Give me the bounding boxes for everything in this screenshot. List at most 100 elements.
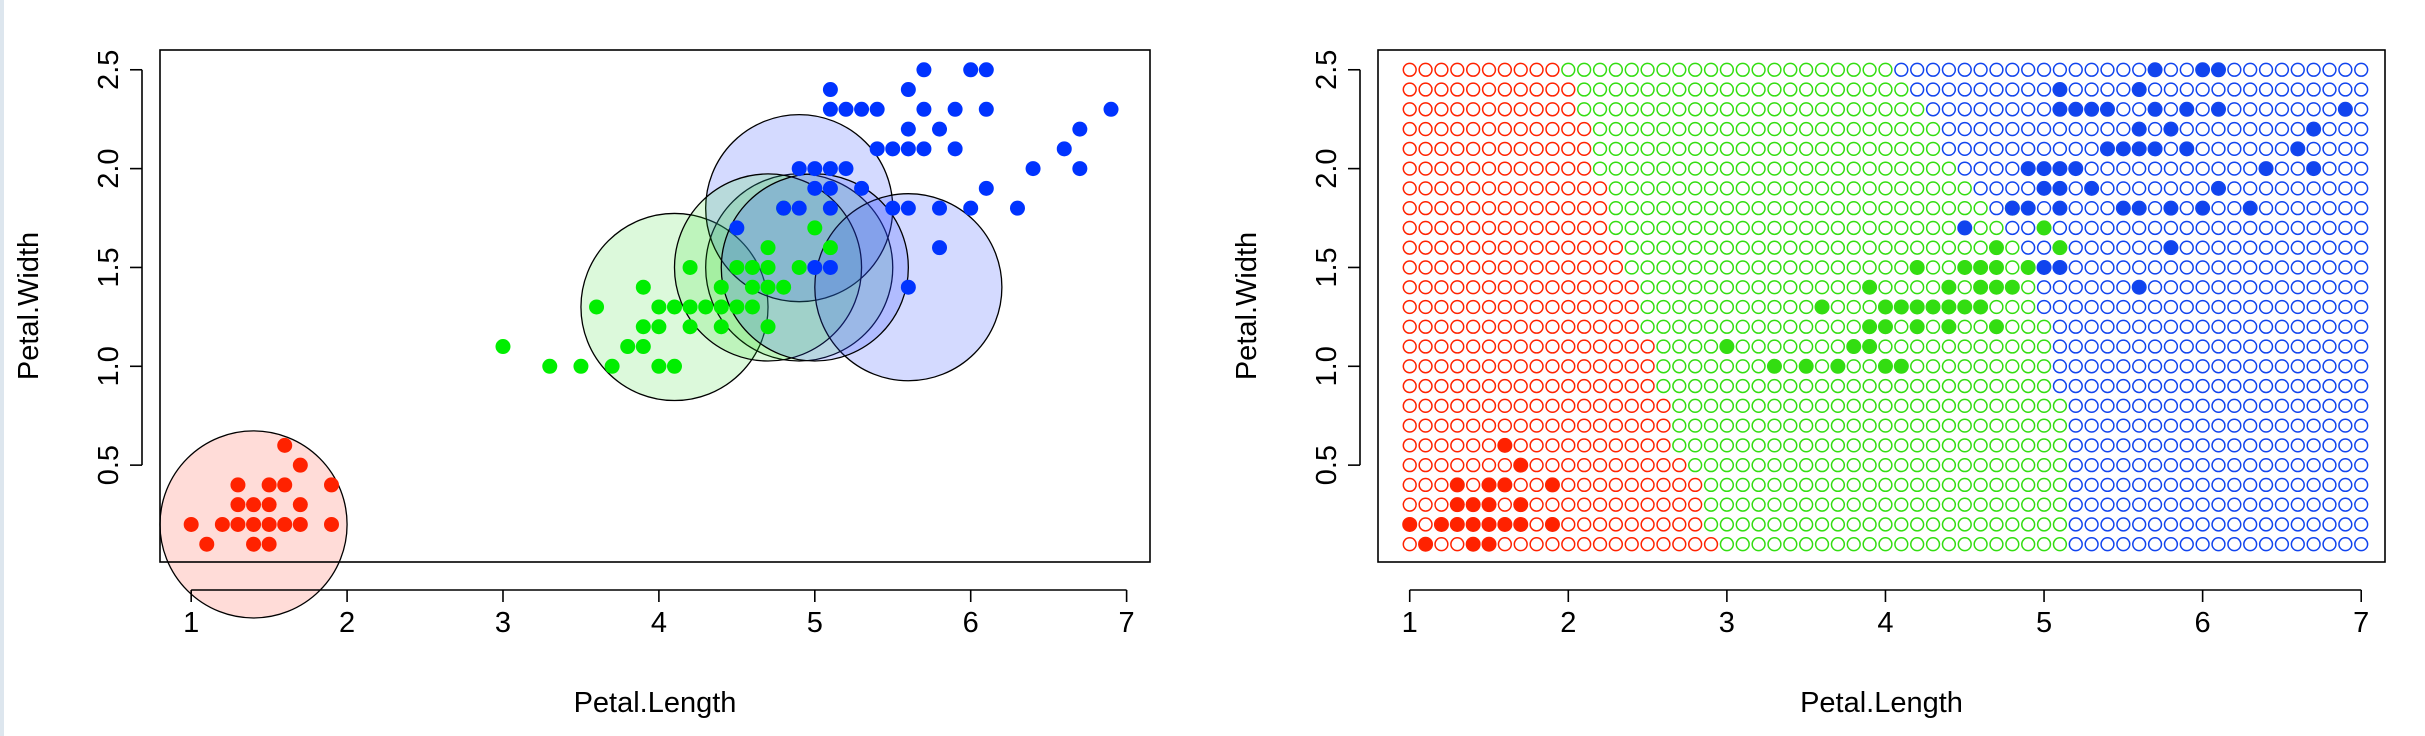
grid-point-green bbox=[1846, 240, 1861, 255]
grid-point-red bbox=[1592, 240, 1608, 255]
grid-point-blue bbox=[2274, 339, 2290, 354]
grid-point-red bbox=[1402, 457, 1417, 473]
grid-point-blue bbox=[2290, 378, 2305, 394]
grid-point-red bbox=[1545, 319, 1560, 334]
grid-point-green bbox=[1783, 200, 1798, 216]
grid-point-green bbox=[1973, 319, 1988, 334]
grid-point-green bbox=[1862, 418, 1877, 433]
grid-point-green bbox=[1703, 319, 1719, 334]
grid-point-blue bbox=[2227, 378, 2242, 394]
grid-point-green bbox=[1910, 161, 1925, 176]
grid-point-green bbox=[1719, 161, 1735, 176]
grid-point-green bbox=[1910, 339, 1925, 354]
grid-point-red bbox=[1434, 161, 1449, 176]
grid-point-blue bbox=[2354, 260, 2369, 275]
grid-point-blue bbox=[2068, 339, 2083, 354]
grid-point-blue bbox=[2195, 299, 2210, 315]
data-point-green bbox=[651, 358, 667, 374]
grid-point-red bbox=[1545, 299, 1560, 315]
grid-point-green bbox=[2036, 477, 2052, 493]
grid-point-green bbox=[1767, 477, 1782, 493]
grid-point-red bbox=[1450, 141, 1465, 156]
grid-point-green bbox=[1719, 477, 1735, 493]
y-tick-label: 2.5 bbox=[93, 50, 125, 90]
grid-point-red bbox=[1497, 378, 1513, 394]
grid-point-blue bbox=[2258, 477, 2274, 493]
data-point-blue bbox=[2306, 161, 2322, 177]
data-point-blue bbox=[1103, 101, 1119, 117]
grid-point-green bbox=[1688, 260, 1703, 275]
grid-point-green bbox=[1672, 339, 1687, 354]
grid-point-red bbox=[1513, 319, 1528, 334]
grid-point-green bbox=[1910, 418, 1925, 433]
grid-point-blue bbox=[2306, 200, 2321, 216]
y-tick-label: 2.0 bbox=[1311, 148, 1343, 188]
grid-point-green bbox=[1973, 457, 1988, 473]
grid-point-blue bbox=[2290, 537, 2305, 552]
grid-point-blue bbox=[2227, 339, 2242, 354]
data-point-blue bbox=[2210, 180, 2226, 196]
grid-point-red bbox=[1513, 220, 1528, 236]
grid-point-red bbox=[1481, 378, 1497, 394]
grid-point-blue bbox=[2084, 457, 2099, 473]
grid-point-blue bbox=[2052, 299, 2068, 315]
grid-point-green bbox=[1688, 398, 1703, 413]
grid-point-blue bbox=[2084, 220, 2099, 236]
grid-point-blue bbox=[2322, 537, 2337, 552]
grid-point-red bbox=[1545, 82, 1560, 97]
grid-point-red bbox=[1624, 517, 1639, 532]
data-point-red bbox=[1481, 536, 1497, 552]
grid-point-blue bbox=[2100, 240, 2115, 255]
grid-point-red bbox=[1656, 477, 1671, 493]
grid-point-green bbox=[1703, 299, 1719, 315]
grid-point-green bbox=[1910, 537, 1925, 552]
grid-point-green bbox=[1592, 82, 1608, 97]
grid-point-green bbox=[1608, 220, 1624, 236]
grid-point-red bbox=[1450, 339, 1465, 354]
grid-point-red bbox=[1402, 240, 1417, 255]
grid-point-green bbox=[1814, 537, 1830, 552]
grid-point-red bbox=[1656, 497, 1671, 512]
grid-point-green bbox=[1894, 517, 1909, 532]
grid-point-blue bbox=[2147, 280, 2163, 295]
grid-point-green bbox=[1703, 220, 1719, 236]
grid-point-blue bbox=[2116, 181, 2131, 196]
grid-point-blue bbox=[2322, 339, 2337, 354]
data-point-red bbox=[292, 516, 308, 532]
grid-point-red bbox=[1592, 517, 1608, 532]
grid-point-green bbox=[1830, 299, 1846, 315]
grid-point-green bbox=[1608, 102, 1624, 117]
grid-point-blue bbox=[2179, 339, 2194, 354]
grid-point-red bbox=[1529, 280, 1544, 295]
grid-point-green bbox=[1751, 62, 1766, 77]
grid-point-green bbox=[2005, 299, 2020, 315]
grid-point-green bbox=[1910, 141, 1925, 156]
grid-point-blue bbox=[2211, 517, 2226, 532]
grid-point-green bbox=[1830, 121, 1846, 137]
grid-point-blue bbox=[2306, 378, 2321, 394]
grid-point-blue bbox=[1957, 141, 1972, 156]
grid-point-blue bbox=[1941, 62, 1957, 77]
grid-point-blue bbox=[2179, 537, 2194, 552]
grid-point-blue bbox=[2243, 260, 2258, 275]
grid-point-green bbox=[1973, 477, 1988, 493]
grid-point-red bbox=[1608, 339, 1624, 354]
grid-point-blue bbox=[1989, 62, 2004, 77]
grid-point-green bbox=[2005, 517, 2020, 532]
grid-point-red bbox=[1529, 517, 1544, 532]
grid-point-blue bbox=[2274, 319, 2290, 334]
grid-point-green bbox=[1577, 62, 1592, 77]
grid-point-green bbox=[1878, 220, 1893, 236]
grid-point-green bbox=[1846, 260, 1861, 275]
grid-point-green bbox=[1957, 537, 1972, 552]
grid-point-blue bbox=[2163, 457, 2179, 473]
data-point-red bbox=[1465, 536, 1481, 552]
grid-point-red bbox=[1529, 299, 1544, 315]
grid-point-blue bbox=[2147, 378, 2163, 394]
grid-point-green bbox=[1640, 62, 1655, 77]
grid-point-green bbox=[1941, 359, 1957, 374]
grid-point-blue bbox=[2258, 280, 2274, 295]
grid-point-green bbox=[1799, 240, 1814, 255]
grid-point-blue bbox=[2290, 260, 2305, 275]
grid-point-blue bbox=[2084, 240, 2099, 255]
